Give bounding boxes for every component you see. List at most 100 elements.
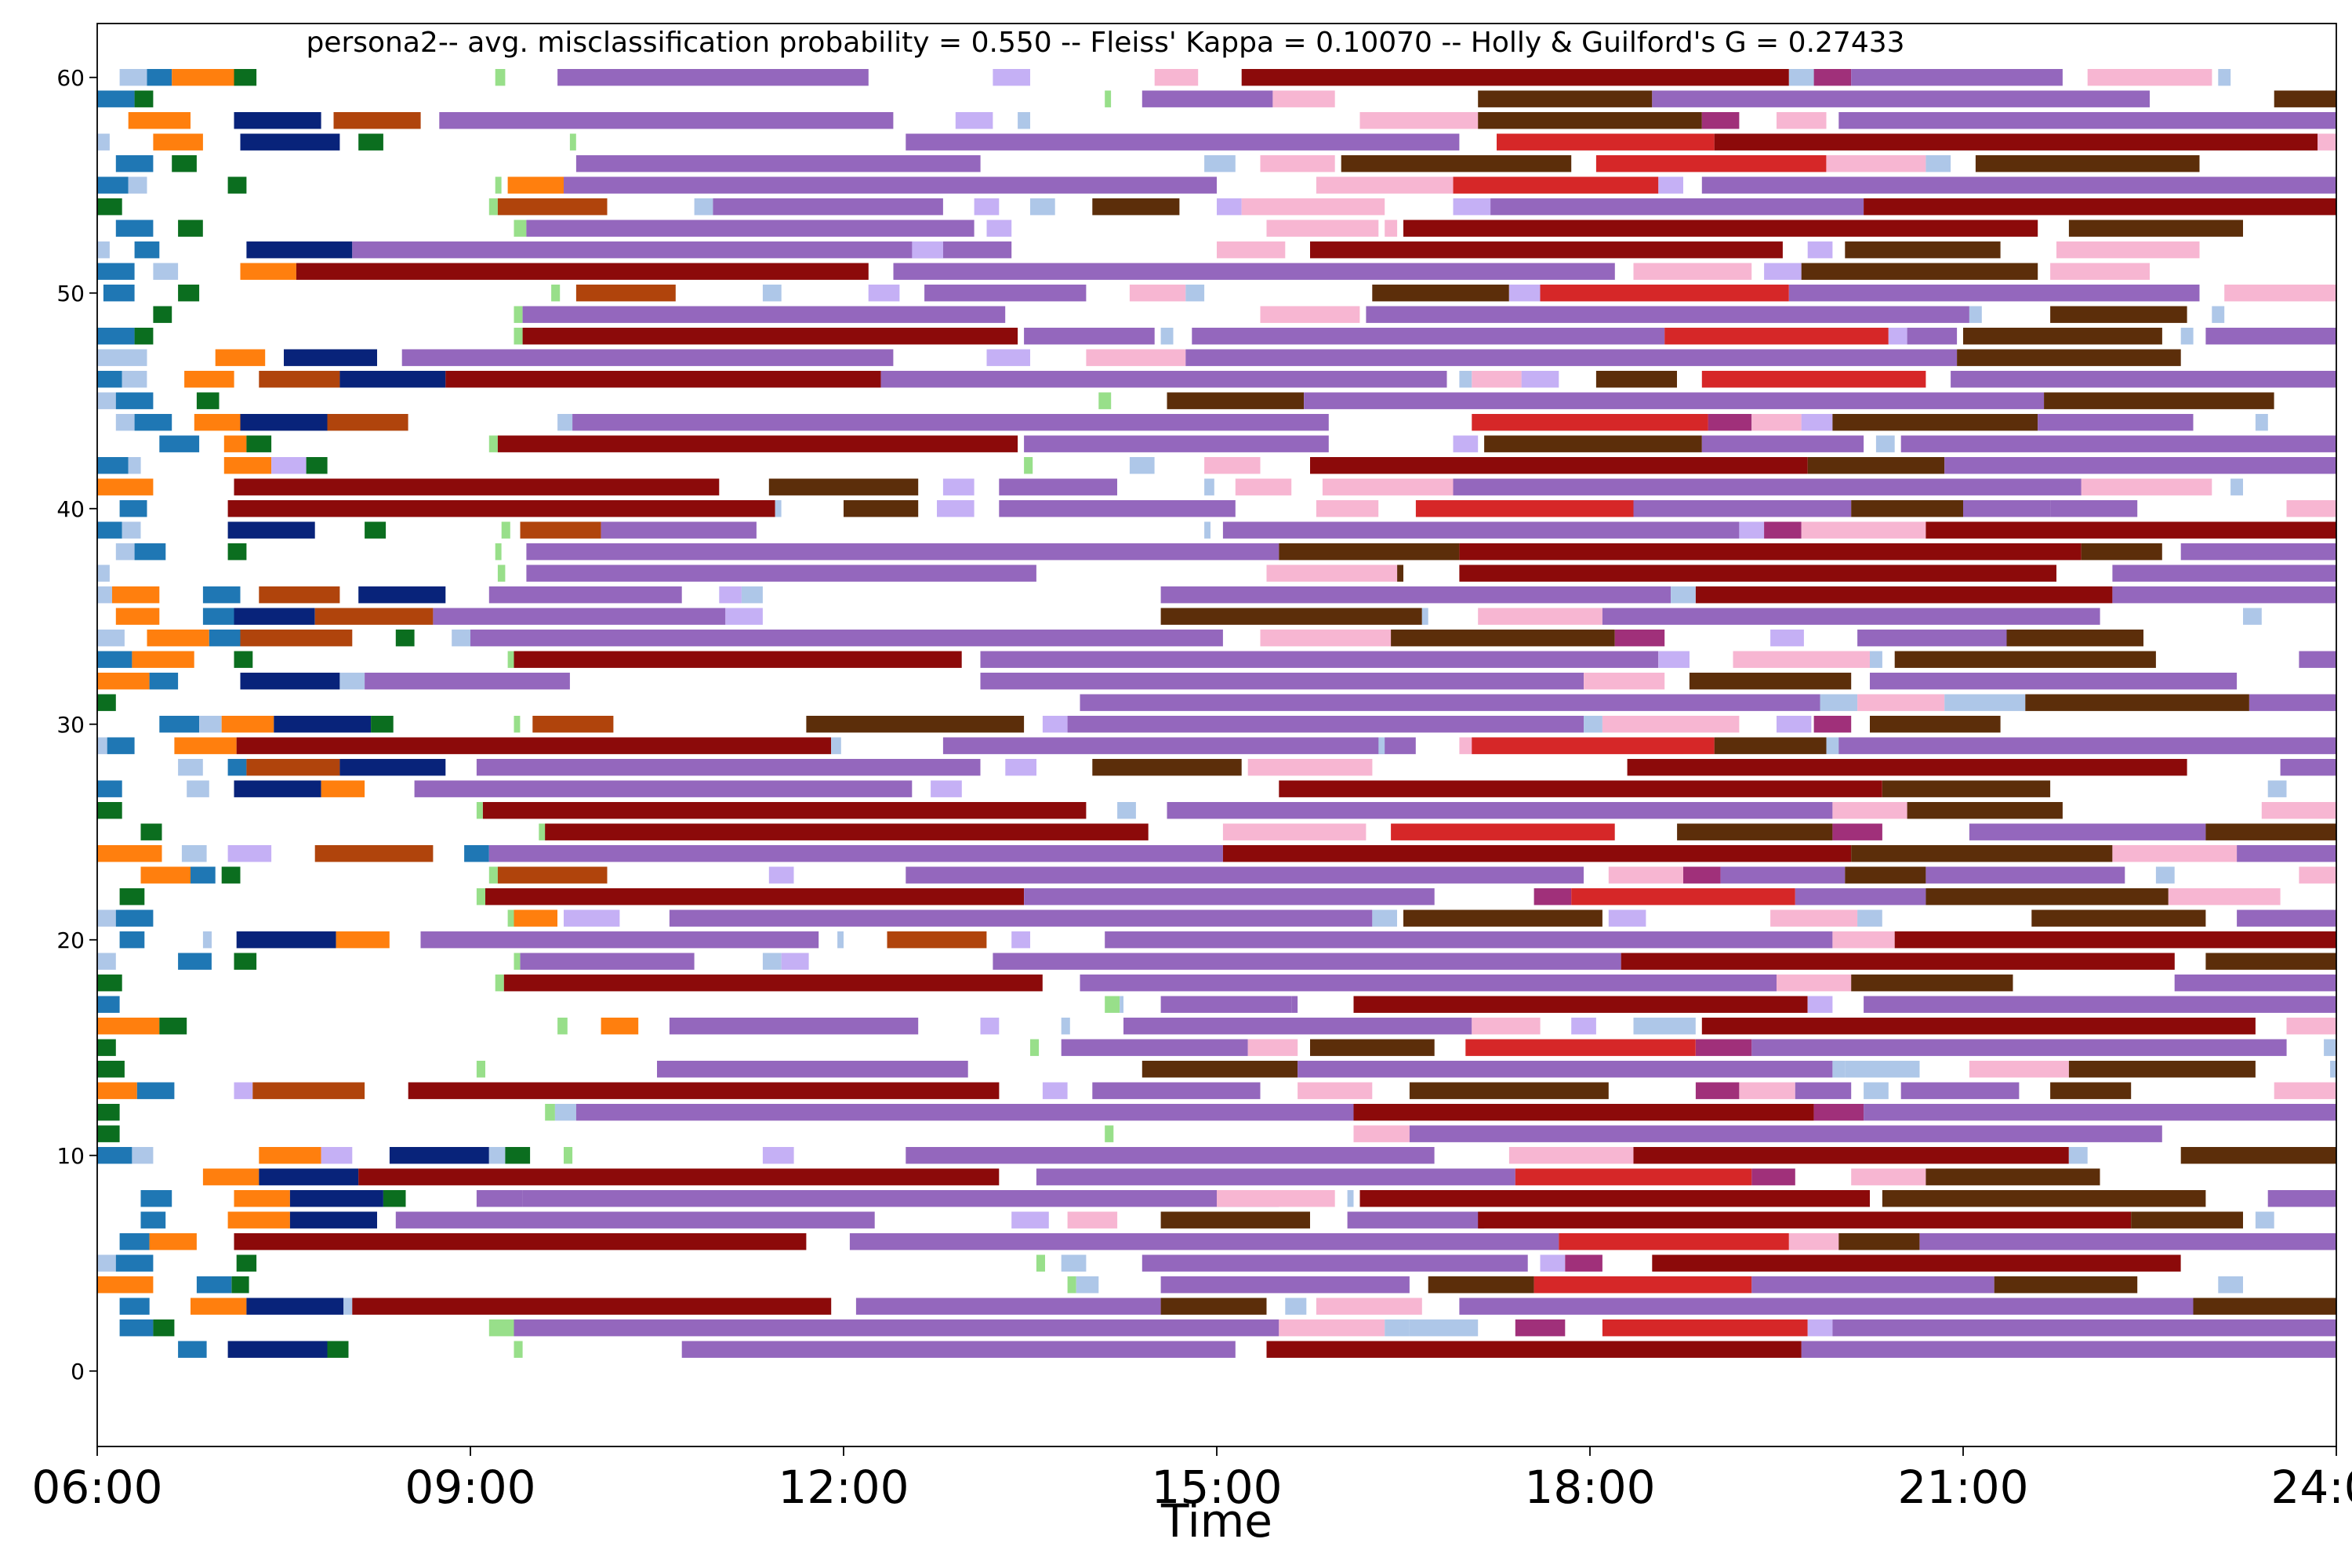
bar-segment	[1838, 737, 2336, 754]
bar-segment	[1951, 371, 2336, 388]
bar-segment	[569, 133, 576, 151]
bar-segment	[557, 414, 573, 431]
bar-segment	[1353, 996, 1808, 1013]
y-axis: 0 10 20 30 40 50 60	[56, 65, 97, 1385]
bar-segment	[134, 414, 172, 431]
bar-segment	[1770, 630, 1804, 647]
bar-segment	[339, 371, 446, 388]
bar-segment	[352, 1298, 832, 1315]
bar-segment	[2112, 564, 2336, 582]
bar-segment	[119, 888, 145, 906]
bar-segment	[122, 521, 141, 539]
bar-segment	[719, 586, 742, 604]
bar-segment	[1801, 1341, 2336, 1358]
bar-segment	[119, 1298, 150, 1315]
bar-segment	[2081, 543, 2162, 561]
bar-segment	[1602, 716, 1740, 733]
bar-segment	[1403, 220, 2038, 237]
bar-segment	[1813, 716, 1852, 733]
bar-segment	[762, 953, 782, 970]
bar-segment	[134, 90, 154, 107]
bar-segment	[1515, 1319, 1566, 1337]
bar-segment	[2193, 1298, 2336, 1315]
bar-segment	[119, 500, 147, 517]
bar-segment	[601, 521, 757, 539]
bar-segment	[227, 500, 775, 517]
y-tick-label: 40	[56, 496, 85, 522]
bar-segment	[1751, 1168, 1795, 1185]
bar-segment	[1117, 802, 1136, 819]
bar-segment	[1608, 909, 1646, 927]
bar-segment	[993, 953, 1621, 970]
bar-segment	[128, 112, 191, 129]
bar-segment	[327, 1341, 349, 1358]
bar-segment	[97, 392, 116, 409]
bar-segment	[1260, 306, 1360, 323]
bar-segment	[2318, 133, 2336, 151]
y-tick-label: 0	[71, 1359, 85, 1385]
bar-segment	[1894, 931, 2336, 949]
bar-segment	[153, 306, 172, 323]
bar-segment	[1832, 931, 1895, 949]
bar-segment	[1900, 1082, 2020, 1099]
bar-segment	[1994, 1276, 2138, 1294]
bar-segment	[507, 651, 514, 668]
bar-segment	[246, 759, 340, 776]
bar-segment	[1005, 759, 1036, 776]
bar-segment	[2280, 759, 2336, 776]
bar-segment	[2218, 1276, 2243, 1294]
bar-segment	[1907, 328, 1958, 345]
bar-segment	[741, 586, 763, 604]
bar-segment	[514, 306, 523, 323]
bar-segment	[1857, 630, 2007, 647]
bar-segment	[389, 1147, 489, 1164]
bar-segment	[2286, 1018, 2336, 1035]
bar-segment	[1751, 1039, 2287, 1056]
bar-segment	[855, 1298, 1161, 1315]
bar-segment	[227, 1341, 328, 1358]
bar-segment	[2174, 975, 2336, 992]
bar-segment	[223, 457, 272, 474]
bar-segment	[115, 155, 154, 172]
bar-segment	[1595, 371, 1677, 388]
bar-segment	[296, 263, 869, 280]
bar-segment	[497, 198, 608, 216]
x-tick-label: 09:00	[405, 1461, 535, 1514]
bar-segment	[1167, 802, 1833, 819]
bar-segment	[202, 1168, 260, 1185]
bar-segment	[97, 478, 154, 495]
bar-segment	[1217, 1190, 1335, 1207]
bar-segment	[601, 1018, 639, 1035]
bar-segment	[227, 845, 272, 862]
bar-segment	[1018, 112, 1030, 129]
bar-segment	[1777, 112, 1827, 129]
bar-segment	[1602, 608, 2100, 625]
bar-segment	[906, 133, 1460, 151]
bar-segment	[1192, 328, 1665, 345]
bar-segment	[1409, 1082, 1609, 1099]
bar-segment	[132, 651, 194, 668]
bar-segment	[1633, 263, 1752, 280]
bar-segment	[97, 845, 162, 862]
bar-segment	[2131, 1211, 2243, 1229]
bar-segment	[178, 759, 203, 776]
bar-segment	[339, 759, 446, 776]
y-tick-label: 60	[56, 65, 85, 91]
bar-segment	[1540, 1254, 1566, 1272]
bar-segment	[1472, 737, 1715, 754]
bar-segment	[1453, 435, 1479, 452]
bar-segment	[227, 521, 315, 539]
bar-segment	[2112, 845, 2238, 862]
bar-segment	[134, 543, 166, 561]
bar-segment	[1279, 780, 1882, 797]
bar-segment	[554, 1104, 576, 1121]
bar-segment	[514, 1341, 523, 1358]
bar-segment	[1795, 888, 1926, 906]
x-tick-label: 24:00	[2270, 1461, 2352, 1514]
bar-segment	[236, 1254, 257, 1272]
bar-segment	[1076, 1276, 1099, 1294]
bar-segment	[115, 543, 135, 561]
bar-segment	[1341, 155, 1572, 172]
bar-segment	[1864, 1104, 2336, 1121]
bar-segment	[147, 69, 172, 86]
